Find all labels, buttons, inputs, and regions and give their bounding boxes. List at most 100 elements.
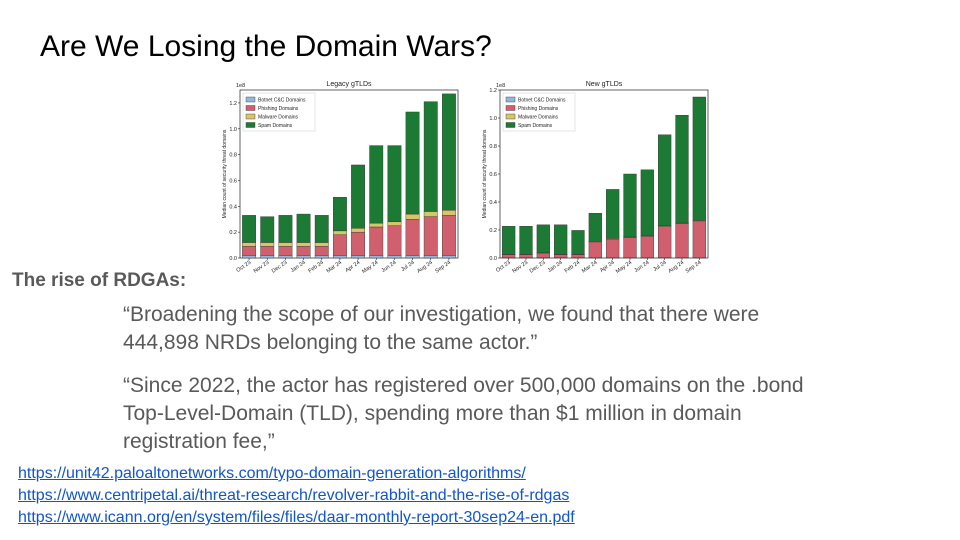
legacy-xtick-label: Feb 24 xyxy=(307,260,324,274)
legacy-bar-phishing-domains xyxy=(423,216,438,256)
new-bar-phishing-domains xyxy=(692,220,706,258)
new-scale-label: 1e8 xyxy=(496,83,505,89)
new-legend-swatch xyxy=(505,96,516,103)
legacy-bar-botnet-c-c-domains xyxy=(405,255,420,259)
legacy-ytick-label: 1.2 xyxy=(229,101,237,107)
legacy-bar-malware-domains xyxy=(278,242,293,247)
legacy-bar-phishing-domains xyxy=(441,215,456,256)
legacy-ytick-label: 0.2 xyxy=(229,230,237,236)
legacy-bar-malware-domains xyxy=(332,230,347,235)
new-xtick-label: Aug 24 xyxy=(667,260,685,274)
legacy-legend-swatch xyxy=(245,105,256,111)
legacy-bar-malware-domains xyxy=(260,242,275,247)
new-bar-spam-domains xyxy=(692,96,706,221)
legacy-bar-spam-domains xyxy=(441,93,456,211)
quote-bond-tld: “Since 2022, the actor has registered ov… xyxy=(123,374,804,453)
legacy-bar-phishing-domains xyxy=(351,231,366,256)
legacy-bar-botnet-c-c-domains xyxy=(314,255,329,259)
legacy-bar-botnet-c-c-domains xyxy=(296,255,311,259)
legacy-ytick-label: 1.0 xyxy=(229,127,237,133)
new-bar-spam-domains xyxy=(571,230,585,255)
legacy-scale-label: 1e8 xyxy=(236,83,245,89)
new-ytick-label: 0.4 xyxy=(489,200,497,206)
new-ytick-label: 0.8 xyxy=(489,144,497,150)
legacy-bar-spam-domains xyxy=(405,111,420,215)
legacy-ytick-label: 0.6 xyxy=(229,178,237,184)
legacy-bar-phishing-domains xyxy=(278,246,293,256)
new-bar-phishing-domains xyxy=(571,254,585,258)
new-legend-label: Botnet C&C Domains xyxy=(518,98,566,104)
new-bar-phishing-domains xyxy=(658,226,672,258)
new-ylabel: Median count of security threat domains xyxy=(482,129,488,218)
new-bar-spam-domains xyxy=(675,115,689,224)
new-bar-spam-domains xyxy=(588,212,602,242)
legacy-xtick-label: Sep 24 xyxy=(434,260,452,274)
new-bar-spam-domains xyxy=(606,189,620,239)
legacy-bar-phishing-domains xyxy=(369,226,384,256)
legacy-bar-malware-domains xyxy=(242,242,257,247)
legacy-bar-botnet-c-c-domains xyxy=(332,255,347,259)
new-bar-spam-domains xyxy=(640,169,654,236)
link-centripetal[interactable]: https://www.centripetal.ai/threat-resear… xyxy=(18,487,570,504)
legacy-frame xyxy=(239,89,459,259)
legacy-ytick-label: 0.0 xyxy=(229,256,237,262)
subheading: The rise of RDGAs: xyxy=(12,270,187,291)
legacy-bar-botnet-c-c-domains xyxy=(278,255,293,259)
chart-legacy-svg: Legacy gTLDs 1e8 0.0 0.2 0.4 0.6 0.8 1.0 1.2 Medi… xyxy=(222,81,459,274)
new-bar-phishing-domains xyxy=(554,254,568,258)
link-icann[interactable]: https://www.icann.org/en/system/files/fi… xyxy=(18,509,575,526)
new-legend-label: Spam Domains xyxy=(518,123,553,129)
chart-new-svg: New gTLDs 1e8 0.0 0.2 0.4 0.6 0.8 1.0 1.2 Median … xyxy=(482,81,709,274)
legacy-bar-spam-domains xyxy=(332,197,347,232)
legacy-bar-malware-domains xyxy=(387,221,402,226)
new-xtick-label: May 24 xyxy=(615,260,633,274)
legacy-xtick-label: Oct 23 xyxy=(236,260,253,274)
legacy-ylabel: Median count of security threat domains xyxy=(222,129,228,218)
new-legend-swatch xyxy=(505,122,516,128)
legacy-bar-phishing-domains xyxy=(314,246,329,256)
legacy-legend-label: Spam Domains xyxy=(258,123,293,129)
legacy-legend-label: Botnet C&C Domains xyxy=(258,98,306,104)
chart-legacy-gtlds: Legacy gTLDs 1e8 0.0 0.2 0.4 0.6 0.8 1.0 1.2 Medi… xyxy=(218,78,468,274)
new-bar-phishing-domains xyxy=(606,238,620,258)
legacy-xtick-label: Jan 24 xyxy=(290,260,307,274)
legacy-xtick-label: Apr 24 xyxy=(345,260,362,274)
legacy-bar-spam-domains xyxy=(369,145,384,224)
legacy-bar-spam-domains xyxy=(387,145,402,223)
link-unit42[interactable]: https://unit42.paloaltonetworks.com/typo… xyxy=(18,465,526,482)
chart-new-gtlds: New gTLDs 1e8 0.0 0.2 0.4 0.6 0.8 1.0 1.2 Median … xyxy=(478,78,718,274)
new-ytick-label: 0.6 xyxy=(489,172,497,178)
legacy-bar-spam-domains xyxy=(278,215,293,243)
new-bar-spam-domains xyxy=(554,224,568,255)
new-ytick-label: 0.2 xyxy=(489,228,497,234)
new-bar-phishing-domains xyxy=(519,254,533,258)
new-xtick-label: Jun 24 xyxy=(634,260,651,274)
legacy-ytick-label: 0.8 xyxy=(229,153,237,159)
slide-title: Are We Losing the Domain Wars? xyxy=(40,30,492,63)
new-bar-spam-domains xyxy=(536,224,550,254)
legacy-bar-phishing-domains xyxy=(242,246,257,256)
legacy-xtick-label: Aug 24 xyxy=(416,260,434,274)
new-legend-swatch xyxy=(505,105,516,111)
new-bar-spam-domains xyxy=(658,134,672,226)
legacy-xtick-label: Mar 24 xyxy=(326,260,343,274)
new-xtick-label: Sep 24 xyxy=(685,260,703,274)
new-legend: Botnet C&C Domains Phishing Domains Malwar… xyxy=(502,92,576,132)
legacy-bar-malware-domains xyxy=(296,242,311,247)
legacy-legend-label: Malware Domains xyxy=(258,115,299,121)
new-legend-label: Phishing Domains xyxy=(518,106,559,112)
legacy-bar-malware-domains xyxy=(369,222,384,228)
legacy-bar-botnet-c-c-domains xyxy=(351,255,366,259)
new-bar-phishing-domains xyxy=(640,236,654,258)
new-ytick-label: 1.2 xyxy=(489,88,497,94)
legacy-bar-malware-domains xyxy=(441,209,456,216)
new-legend-swatch xyxy=(505,113,516,120)
new-xtick-label: Oct 23 xyxy=(495,260,512,274)
legacy-legend: Botnet C&C Domains Phishing Domains Malwar… xyxy=(242,92,316,132)
legacy-title: Legacy gTLDs xyxy=(326,81,372,88)
new-xtick-label: Apr 24 xyxy=(599,260,616,274)
legacy-bar-botnet-c-c-domains xyxy=(387,255,402,259)
new-xtick-label: Mar 24 xyxy=(581,260,598,274)
legacy-bar-botnet-c-c-domains xyxy=(242,255,257,259)
legacy-bar-phishing-domains xyxy=(387,225,402,256)
